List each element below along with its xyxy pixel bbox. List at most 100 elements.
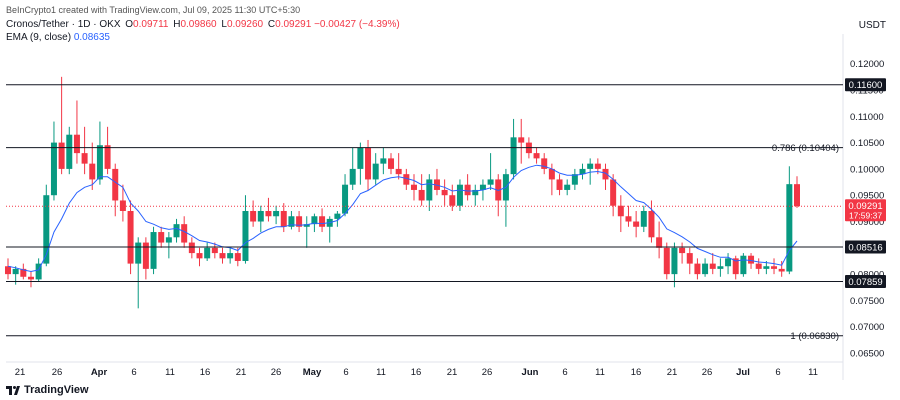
candle-down[interactable] xyxy=(709,263,716,269)
candle-up[interactable] xyxy=(303,224,310,227)
candle-up[interactable] xyxy=(12,268,19,275)
candle-down[interactable] xyxy=(633,221,640,227)
candle-up[interactable] xyxy=(349,168,356,185)
candle-up[interactable] xyxy=(579,168,586,175)
candle-down[interactable] xyxy=(27,276,34,280)
candle-down[interactable] xyxy=(418,189,425,201)
candle-down[interactable] xyxy=(495,179,502,201)
candle-down[interactable] xyxy=(265,210,272,217)
candle-up[interactable] xyxy=(135,242,142,264)
candle-up[interactable] xyxy=(426,179,433,201)
tradingview-brand[interactable]: TradingView xyxy=(6,384,89,396)
candle-down[interactable] xyxy=(58,142,65,169)
currency-label[interactable]: USDT xyxy=(858,20,886,31)
candle-up[interactable] xyxy=(96,145,103,180)
candle-down[interactable] xyxy=(656,237,663,248)
ema-line[interactable] xyxy=(7,164,798,273)
candle-up[interactable] xyxy=(204,247,211,259)
candle-down[interactable] xyxy=(794,184,800,207)
ema-label[interactable]: EMA (9, close) xyxy=(6,32,72,43)
candle-down[interactable] xyxy=(112,168,119,201)
candle-down[interactable] xyxy=(625,216,632,222)
candle-down[interactable] xyxy=(73,134,80,154)
candle-up[interactable] xyxy=(725,258,732,267)
candle-up[interactable] xyxy=(311,216,318,225)
candle-up[interactable] xyxy=(564,184,571,190)
candle-down[interactable] xyxy=(104,145,111,169)
candle-up[interactable] xyxy=(50,142,57,196)
candle-down[interactable] xyxy=(686,253,693,264)
candle-down[interactable] xyxy=(365,147,372,180)
candle-down[interactable] xyxy=(181,224,188,243)
candle-down[interactable] xyxy=(449,195,456,206)
candle-down[interactable] xyxy=(732,258,739,275)
candle-down[interactable] xyxy=(280,210,287,227)
candle-up[interactable] xyxy=(472,189,479,196)
candle-up[interactable] xyxy=(786,184,793,272)
candle-up[interactable] xyxy=(702,263,709,275)
candle-up[interactable] xyxy=(150,232,157,269)
candle-down[interactable] xyxy=(694,263,701,275)
candle-up[interactable] xyxy=(334,213,341,219)
candle-down[interactable] xyxy=(403,174,410,185)
candle-up[interactable] xyxy=(587,163,594,169)
candle-down[interactable] xyxy=(617,205,624,217)
candle-down[interactable] xyxy=(296,216,303,227)
candle-up[interactable] xyxy=(43,195,50,264)
candle-down[interactable] xyxy=(5,266,11,275)
candle-down[interactable] xyxy=(89,163,96,180)
candle-down[interactable] xyxy=(771,266,778,269)
candle-up[interactable] xyxy=(357,147,364,169)
candle-up[interactable] xyxy=(487,179,494,185)
candle-down[interactable] xyxy=(518,137,525,143)
candle-up[interactable] xyxy=(165,237,172,243)
symbol-label[interactable]: Cronos/Tether · 1D · OKX xyxy=(6,19,121,30)
candle-down[interactable] xyxy=(663,247,670,275)
candle-up[interactable] xyxy=(510,137,517,175)
candle-down[interactable] xyxy=(541,158,548,169)
candle-up[interactable] xyxy=(35,263,42,280)
candle-down[interactable] xyxy=(188,242,195,254)
candle-up[interactable] xyxy=(380,158,387,164)
candle-down[interactable] xyxy=(441,189,448,196)
candle-down[interactable] xyxy=(158,232,165,243)
candle-up[interactable] xyxy=(763,266,770,269)
candle-up[interactable] xyxy=(257,210,264,222)
candle-down[interactable] xyxy=(127,210,134,264)
candle-down[interactable] xyxy=(648,210,655,238)
candle-down[interactable] xyxy=(464,184,471,196)
candle-up[interactable] xyxy=(342,184,349,214)
candle-down[interactable] xyxy=(679,247,686,254)
candle-down[interactable] xyxy=(20,268,27,277)
candle-down[interactable] xyxy=(602,168,609,180)
candle-up[interactable] xyxy=(273,210,280,217)
candle-down[interactable] xyxy=(234,253,241,261)
candle-up[interactable] xyxy=(227,253,234,259)
candle-down[interactable] xyxy=(81,153,88,164)
candle-down[interactable] xyxy=(548,168,555,180)
candle-up[interactable] xyxy=(66,134,73,169)
candle-down[interactable] xyxy=(748,255,755,264)
candle-up[interactable] xyxy=(242,210,249,261)
candle-up[interactable] xyxy=(372,163,379,180)
candle-up[interactable] xyxy=(456,184,463,206)
candle-up[interactable] xyxy=(717,266,724,269)
candle-up[interactable] xyxy=(571,174,578,185)
candle-down[interactable] xyxy=(395,168,402,175)
candle-down[interactable] xyxy=(119,200,126,211)
candle-down[interactable] xyxy=(533,153,540,159)
candle-down[interactable] xyxy=(196,253,203,259)
candle-down[interactable] xyxy=(319,216,326,227)
candle-down[interactable] xyxy=(211,247,218,254)
candle-up[interactable] xyxy=(740,255,747,275)
candle-up[interactable] xyxy=(288,216,295,227)
candle-up[interactable] xyxy=(671,247,678,275)
current-price-tag[interactable] xyxy=(845,199,886,222)
candle-down[interactable] xyxy=(755,263,762,269)
candle-down[interactable] xyxy=(594,163,601,169)
candle-down[interactable] xyxy=(250,210,257,222)
candle-up[interactable] xyxy=(479,184,486,190)
candle-down[interactable] xyxy=(142,242,149,269)
candle-down[interactable] xyxy=(556,179,563,190)
